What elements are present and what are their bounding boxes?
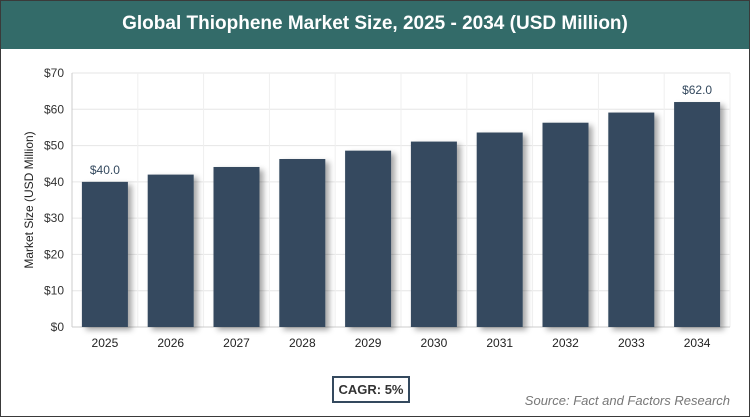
y-tick-label: $20 [44, 247, 64, 261]
bar-2031 [476, 132, 523, 327]
x-tick-label: 2026 [157, 336, 184, 350]
y-tick-label: $30 [44, 211, 64, 225]
bar-2033 [608, 112, 655, 328]
bar-2028 [279, 158, 326, 327]
bar-2025 [81, 181, 128, 327]
y-tick-label: $40 [44, 175, 64, 189]
source-note: Source: Fact and Factors Research [524, 393, 730, 408]
bar-2026 [147, 174, 194, 327]
x-tick-label: 2033 [618, 336, 645, 350]
bar-2034 [674, 102, 721, 328]
y-tick-label: $0 [51, 320, 65, 334]
data-label: $40.0 [90, 163, 120, 177]
y-tick-label: $70 [44, 66, 64, 80]
x-tick-label: 2027 [223, 336, 250, 350]
x-tick-label: 2034 [684, 336, 711, 350]
bar-2027 [213, 166, 260, 327]
y-tick-label: $10 [44, 284, 64, 298]
x-tick-label: 2031 [486, 336, 513, 350]
y-tick-label: $50 [44, 139, 64, 153]
bar-2029 [345, 150, 392, 327]
x-tick-label: 2025 [92, 336, 119, 350]
bar-2030 [410, 141, 457, 327]
x-tick-label: 2028 [289, 336, 316, 350]
y-tick-label: $60 [44, 102, 64, 116]
x-tick-label: 2029 [355, 336, 382, 350]
data-label: $62.0 [682, 83, 712, 97]
x-tick-label: 2032 [552, 336, 579, 350]
chart-title: Global Thiophene Market Size, 2025 - 203… [1, 1, 749, 49]
bar-2032 [542, 122, 589, 327]
cagr-badge: CAGR: 5% [332, 376, 410, 403]
x-tick-label: 2030 [421, 336, 448, 350]
y-axis-title: Market Size (USD Million) [22, 131, 36, 268]
